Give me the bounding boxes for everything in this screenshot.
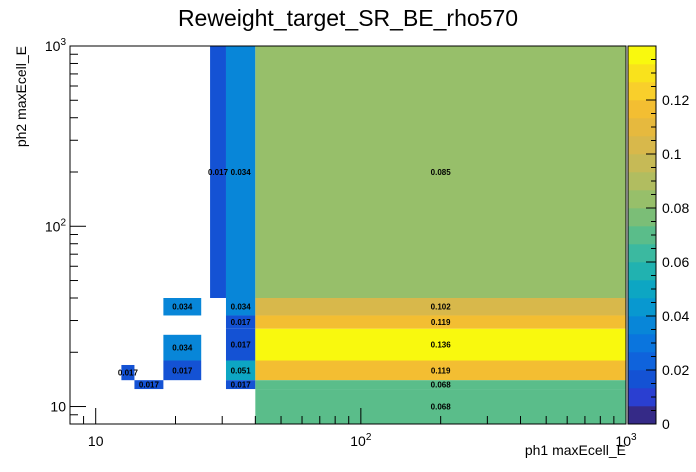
cell-value-label: 0.017: [118, 369, 139, 378]
y-tick-label: 102: [45, 217, 67, 234]
cell-value-label: 0.068: [431, 403, 452, 412]
heatmap-cell: [210, 46, 226, 298]
cell-value-label: 0.102: [431, 303, 452, 312]
heatmap-cell: [225, 298, 256, 316]
y-tick-label: 10: [50, 399, 66, 415]
colorbar: 0 0.02 0.04 0.06 0.08 0.1 0.12: [627, 45, 689, 432]
x-axis-title: ph1 maxEcell_E: [525, 442, 626, 458]
colorbar-level: [628, 136, 656, 155]
cell-value-label: 0.136: [431, 341, 452, 350]
chart-title: Reweight_target_SR_BE_rho570: [178, 5, 518, 31]
colorbar-level: [628, 82, 656, 101]
colorbar-level: [628, 280, 656, 299]
colorbar-tick-label: 0.08: [662, 200, 689, 216]
colorbar-level: [628, 352, 656, 371]
colorbar-level: [628, 190, 656, 209]
heatmap-cell: [163, 360, 202, 381]
heatmap-cell: [255, 298, 626, 316]
heatmap-cell: [134, 380, 164, 390]
cell-value-label: 0.034: [231, 168, 252, 177]
cell-value-label: 0.034: [172, 344, 193, 353]
colorbar-tick-label: 0.1: [662, 146, 682, 162]
colorbar-tick-label: 0.02: [662, 362, 689, 378]
colorbar-level: [628, 334, 656, 353]
colorbar-level: [628, 388, 656, 407]
colorbar-level: [628, 370, 656, 389]
heatmap-cell: [225, 380, 256, 390]
x-axis: 10 102 103: [69, 408, 637, 449]
heatmap-cell: [121, 364, 135, 381]
cell-value-label: 0.034: [231, 303, 252, 312]
heatmap-cell: [255, 360, 626, 381]
colorbar-tick-label: 0.12: [662, 92, 689, 108]
heatmap-cells: [121, 46, 626, 424]
colorbar-level: [628, 262, 656, 281]
cell-value-label: 0.017: [139, 381, 160, 390]
cell-value-label: 0.017: [231, 381, 252, 390]
colorbar-level: [628, 406, 656, 425]
heatmap-cell: [163, 334, 202, 361]
colorbar-tick-label: 0.06: [662, 254, 689, 270]
y-tick-label: 103: [45, 37, 67, 54]
x-tick-label: 10: [88, 433, 104, 449]
y-axis-title: ph2 maxEcell_E: [13, 46, 29, 147]
colorbar-level: [628, 208, 656, 227]
colorbar-level: [628, 298, 656, 317]
heatmap-cell: [225, 328, 256, 361]
y-axis: 10 102 103: [45, 37, 86, 425]
cell-value-label: 0.119: [431, 366, 451, 375]
cell-value-label: 0.119: [431, 318, 451, 327]
heatmap-cell: [163, 298, 202, 316]
heatmap-cell: [255, 328, 626, 361]
heatmap-cell: [225, 360, 256, 381]
cell-value-label: 0.017: [231, 318, 252, 327]
cell-value-label: 0.017: [231, 341, 252, 350]
colorbar-tick-label: 0.04: [662, 308, 689, 324]
colorbar-level: [628, 100, 656, 119]
x-tick-label: 102: [350, 432, 372, 449]
cell-value-label: 0.051: [231, 366, 252, 375]
cell-value-label: 0.034: [172, 303, 193, 312]
colorbar-level: [628, 64, 656, 83]
heatmap-cell: [255, 380, 626, 390]
colorbar-level: [628, 154, 656, 173]
cell-value-label: 0.068: [431, 381, 452, 390]
colorbar-level: [628, 118, 656, 137]
colorbar-level: [628, 244, 656, 263]
heatmap-cell: [255, 46, 626, 298]
colorbar-level: [628, 46, 656, 65]
heatmap-cell: [225, 46, 256, 298]
heatmap-cell: [255, 315, 626, 329]
colorbar-tick-label: 0: [662, 416, 670, 432]
x-tick-label: 103: [615, 432, 637, 449]
colorbar-level: [628, 226, 656, 245]
heatmap-cell: [225, 315, 256, 329]
cell-value-label: 0.017: [172, 366, 193, 375]
colorbar-level: [628, 172, 656, 191]
colorbar-level: [628, 316, 656, 335]
cell-value-label: 0.017: [208, 168, 229, 177]
cell-value-label: 0.085: [431, 168, 452, 177]
